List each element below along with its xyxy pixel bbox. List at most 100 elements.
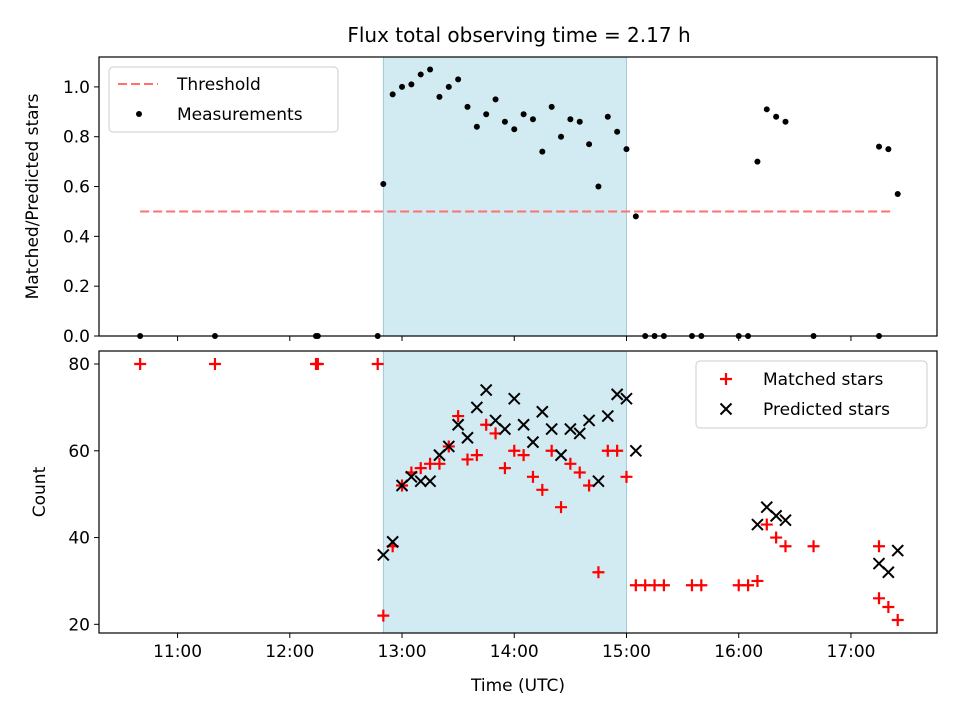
matched-star-point <box>208 358 221 371</box>
predicted-star-point <box>479 383 493 397</box>
bottom-panel-counts: 11:00 12:00 13:00 14:00 15:00 16:00 17:00 20 40 6… <box>30 350 938 696</box>
threshold-legend-label: Threshold <box>176 75 261 95</box>
bottom-x-tick-label: 17:00 <box>826 642 875 662</box>
top-y-tick-label: 0.4 <box>63 227 90 247</box>
measurement-point <box>576 118 583 125</box>
predicted-star-point <box>592 474 605 488</box>
matched-star-point <box>573 466 586 479</box>
top-axes-frame <box>98 56 938 337</box>
top-ylabel: Matched/Predicted stars <box>23 93 43 299</box>
predicted-star-point <box>536 405 549 418</box>
measurement-point <box>604 113 611 120</box>
matched-star-point <box>461 453 474 466</box>
top-y-tick-label: 0.6 <box>63 178 90 198</box>
measurement-point <box>876 143 883 150</box>
measurement-point <box>483 111 490 118</box>
measurement-point <box>782 118 789 125</box>
predicted-star-point <box>386 535 399 549</box>
matched-star-point <box>873 592 886 605</box>
matched-star-point <box>751 574 764 587</box>
measurement-point <box>558 133 565 140</box>
measurement-point <box>773 113 780 120</box>
measurement-point <box>632 213 639 220</box>
top-y-tick-label: 0.8 <box>63 128 90 148</box>
measurement-point <box>380 181 387 188</box>
top-y-tick-label: 0.0 <box>63 327 90 347</box>
measurement-point <box>427 66 434 73</box>
matched-star-point <box>891 613 904 626</box>
count-points <box>134 358 904 626</box>
bottom-x-tick-label: 14:00 <box>490 642 539 662</box>
matched-star-point <box>311 358 324 371</box>
predicted-star-point <box>629 444 643 457</box>
measurement-point <box>614 128 621 135</box>
measurement-point <box>399 83 406 90</box>
bottom-x-tick-label: 11:00 <box>153 642 202 662</box>
matched-star-point <box>134 358 147 371</box>
measurement-point <box>455 76 462 83</box>
predicted-star-point <box>451 418 465 431</box>
measurement-point <box>473 123 480 130</box>
matched-star-point <box>695 579 708 592</box>
measurement-point <box>445 83 452 90</box>
matched-star-point <box>760 518 773 531</box>
predicted-star-point <box>508 392 521 405</box>
top-y-tick-label: 1.0 <box>63 78 90 98</box>
predicted-star-point <box>442 440 455 453</box>
bottom-xlabel: Time (UTC) <box>470 676 565 696</box>
predicted-star-point <box>414 474 427 488</box>
bottom-ylabel: Count <box>30 466 50 517</box>
bottom-x-tick-label: 16:00 <box>714 642 763 662</box>
matched-star-point <box>526 470 539 483</box>
measurement-point <box>408 81 415 88</box>
bottom-y-tick-label: 60 <box>68 442 90 462</box>
matched-star-point <box>564 457 577 470</box>
predicted-star-point <box>526 435 540 449</box>
matched-star-point <box>536 483 549 496</box>
measurement-point <box>492 96 499 103</box>
predicted-star-point <box>582 414 596 427</box>
matched-star-point <box>742 579 755 592</box>
measurement-point <box>464 103 471 110</box>
predicted-legend-label: Predicted stars <box>763 400 890 420</box>
predicted-star-point <box>564 422 577 436</box>
bottom-x-tick-label: 15:00 <box>602 642 651 662</box>
matched-star-point <box>414 462 427 475</box>
matched-star-point <box>592 566 605 579</box>
top-observing-window-shade <box>382 56 627 337</box>
measurement-point <box>623 146 630 153</box>
predicted-star-point <box>769 509 783 523</box>
bottom-x-tick-label: 13:00 <box>378 642 427 662</box>
predicted-star-point <box>882 566 895 579</box>
measurement-point <box>539 148 546 155</box>
matched-star-point <box>770 531 783 544</box>
predicted-star-point <box>751 518 764 531</box>
matched-star-point <box>517 449 530 462</box>
matched-star-point <box>807 540 820 553</box>
measurement-point <box>586 141 593 148</box>
matched-star-point <box>611 444 624 457</box>
bottom-y-tick-label: 80 <box>68 355 90 375</box>
measurement-point <box>567 116 574 123</box>
predicted-star-point <box>573 427 586 440</box>
matched-star-point <box>433 457 446 470</box>
predicted-star-point <box>377 548 390 562</box>
measurement-point <box>529 116 536 123</box>
matched-star-point <box>555 501 568 514</box>
measurement-point <box>389 91 396 98</box>
matched-star-point <box>657 579 670 592</box>
matched-star-point <box>470 449 483 462</box>
predicted-star-point <box>405 470 418 484</box>
matched-star-point <box>508 444 521 457</box>
bottom-y-tick-label: 20 <box>68 615 90 635</box>
top-panel-ratio: 0.0 0.2 0.4 0.6 0.8 1.0 Matched/Predicted sta… <box>23 56 938 347</box>
top-legend-box <box>108 66 339 133</box>
bottom-legend: Matched stars Predicted stars <box>695 360 928 429</box>
measurement-point <box>436 93 443 100</box>
bottom-axes-frame <box>98 350 938 634</box>
predicted-star-point <box>610 388 624 401</box>
measurement-point <box>763 106 770 113</box>
predicted-star-point <box>470 401 484 414</box>
measurement-point <box>520 111 527 118</box>
